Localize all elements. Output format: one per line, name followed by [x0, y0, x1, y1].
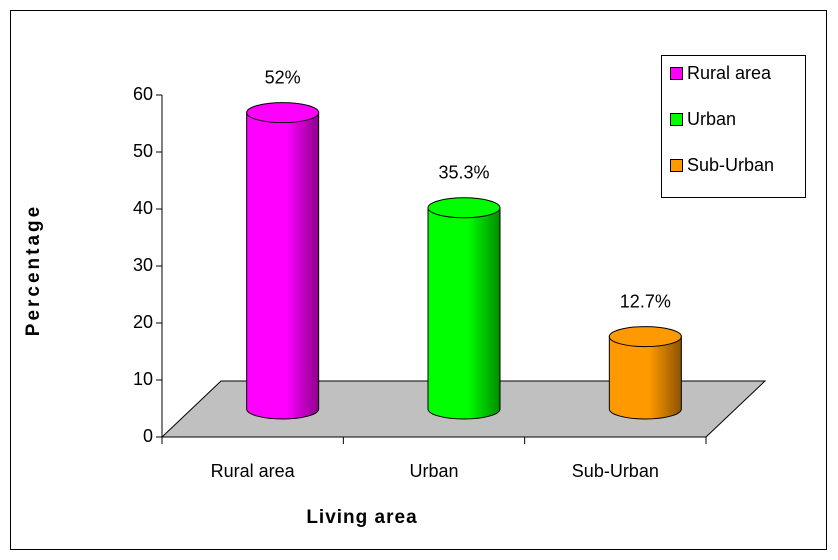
x-tick-label: Sub-Urban [572, 461, 659, 481]
legend [661, 55, 806, 198]
y-tick-label: 10 [133, 369, 153, 389]
bar [608, 336, 682, 420]
legend-swatch [670, 159, 683, 172]
legend-label: Urban [687, 109, 736, 129]
value-label: 52% [265, 67, 301, 87]
bar-top [246, 102, 320, 124]
y-tick-label: 0 [143, 426, 153, 446]
x-tick-label: Urban [409, 461, 458, 481]
bar [246, 112, 320, 420]
y-tick-label: 40 [133, 198, 153, 218]
legend-swatch [670, 67, 683, 80]
y-tick-label: 60 [133, 84, 153, 104]
value-label: 12.7% [620, 291, 671, 311]
x-axis-label: Living area [306, 507, 417, 528]
y-tick-label: 20 [133, 312, 153, 332]
bar [427, 207, 501, 420]
y-axis-label: Percentage [23, 204, 44, 336]
value-label: 35.3% [438, 163, 489, 183]
bar-top [608, 326, 682, 348]
y-tick-label: 30 [133, 255, 153, 275]
legend-label: Sub-Urban [687, 155, 774, 175]
legend-label: Rural area [687, 63, 772, 83]
y-tick-label: 50 [133, 141, 153, 161]
legend-swatch [670, 113, 683, 126]
bar-top [427, 197, 501, 219]
x-tick-label: Rural area [211, 461, 296, 481]
